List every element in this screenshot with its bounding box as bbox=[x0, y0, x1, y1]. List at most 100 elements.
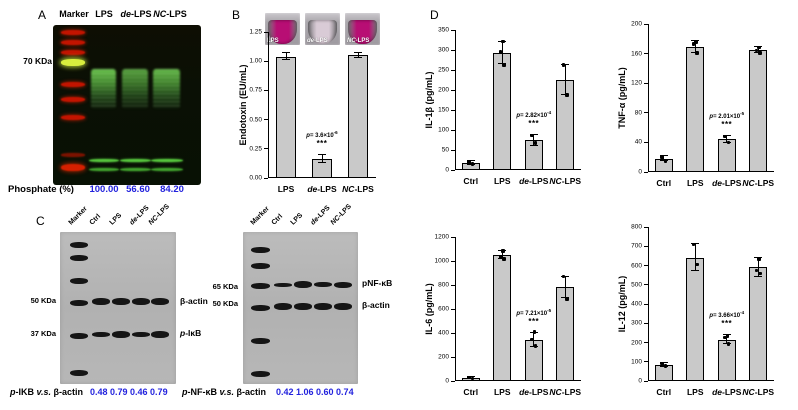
marker-weight-label: 70 KDa bbox=[23, 56, 52, 66]
data-point bbox=[532, 330, 536, 334]
protein-band bbox=[314, 282, 332, 287]
y-tick-label: 120 bbox=[631, 79, 642, 87]
kda-label: 50 KDa bbox=[212, 299, 238, 308]
chart-endotoxin: Endotoxin (EU/mL) 0.00 0.25 0.50 0.75 1.00 1.2… bbox=[230, 5, 396, 205]
data-point bbox=[501, 249, 505, 253]
data-point bbox=[723, 335, 727, 340]
p-value-annotation: p= 3.66×10-4 bbox=[709, 309, 745, 319]
annotation: p= 2.01×10-5 *** bbox=[709, 111, 744, 129]
data-point bbox=[565, 297, 569, 301]
marker-band bbox=[251, 371, 270, 377]
y-tick-label: 0.00 bbox=[249, 174, 262, 182]
y-tick-mark bbox=[264, 177, 268, 179]
data-point bbox=[561, 63, 565, 67]
lane-label: Marker bbox=[249, 205, 271, 227]
gel-band bbox=[120, 159, 151, 162]
tube-label: NC-LPS bbox=[347, 38, 370, 44]
y-tick-label: 0.25 bbox=[249, 145, 262, 153]
kda-label: 50 KDa bbox=[30, 296, 56, 305]
bar-group: p= 2.01×10-5 *** bbox=[709, 24, 744, 172]
y-tick-label: 200 bbox=[631, 20, 642, 28]
data-point bbox=[660, 155, 664, 159]
y-tick-mark bbox=[264, 119, 268, 121]
y-tick-mark bbox=[264, 148, 268, 150]
y-tick-label: 200 bbox=[631, 339, 642, 346]
y-tick-label: 0.75 bbox=[249, 86, 262, 94]
bar bbox=[749, 267, 768, 381]
significance-stars: *** bbox=[528, 119, 540, 129]
protein-band bbox=[112, 331, 130, 338]
data-point bbox=[754, 48, 758, 53]
plot-area bbox=[455, 237, 581, 381]
y-tick-label: 400 bbox=[631, 300, 642, 308]
panel-c-label: C bbox=[36, 214, 45, 228]
error-bar bbox=[533, 333, 535, 348]
marker-band-70kda bbox=[61, 59, 85, 66]
y-tick-mark bbox=[451, 332, 455, 334]
lps-smear bbox=[153, 69, 180, 109]
y-tick-mark bbox=[644, 322, 648, 324]
y-tick-mark bbox=[451, 149, 455, 151]
x-category-label: de-LPS bbox=[712, 178, 742, 188]
data-point bbox=[502, 63, 506, 67]
y-tick-label: 200 bbox=[438, 353, 449, 361]
protein-band bbox=[294, 303, 312, 310]
y-tick-label: 1000 bbox=[434, 257, 449, 265]
y-tick-label: 160 bbox=[631, 50, 642, 58]
x-category-label: NC-LPS bbox=[342, 184, 374, 194]
lane-label: Ctrl bbox=[270, 213, 285, 227]
marker-band bbox=[70, 255, 88, 261]
bar bbox=[556, 287, 575, 381]
tube-photo: de-LPS bbox=[305, 13, 340, 45]
data-point bbox=[694, 40, 698, 44]
y-tick-mark bbox=[451, 69, 455, 71]
data-point bbox=[467, 160, 471, 164]
panel-b-label: B bbox=[232, 8, 241, 22]
y-tick-mark bbox=[451, 109, 455, 111]
protein-band bbox=[274, 282, 292, 287]
bar-group bbox=[550, 30, 582, 170]
protein-band bbox=[314, 303, 332, 310]
y-tick-label: 600 bbox=[631, 262, 642, 269]
tube-liquid bbox=[308, 20, 337, 44]
phosphate-value: 84.20 bbox=[160, 184, 184, 195]
x-category-label: de-LPS bbox=[519, 176, 549, 186]
chart-il12: IL-12 (pg/mL) 0 100 200 300 400 500 600 700 800 Ct… bbox=[612, 210, 798, 410]
bar bbox=[493, 52, 512, 170]
lane-label: de-LPS bbox=[128, 204, 151, 227]
x-category-label: Ctrl bbox=[463, 176, 479, 186]
error-bar-cap bbox=[691, 270, 700, 272]
x-category-label: NC-LPS bbox=[549, 176, 582, 186]
gel-band bbox=[89, 168, 119, 171]
protein-label: β-actin bbox=[180, 296, 208, 306]
marker-band bbox=[70, 278, 88, 284]
y-tick-label: 700 bbox=[631, 242, 642, 250]
data-point bbox=[533, 344, 537, 348]
western-blot-ikb bbox=[60, 232, 176, 384]
error-bar bbox=[663, 156, 665, 161]
data-point bbox=[467, 375, 471, 380]
error-bar-cap bbox=[282, 52, 290, 54]
lane-label: NC-LPS bbox=[153, 9, 187, 19]
y-tick-mark bbox=[451, 49, 455, 51]
gel-band bbox=[151, 168, 183, 171]
data-point bbox=[470, 162, 474, 166]
error-bar bbox=[501, 41, 503, 64]
error-bar-cap bbox=[659, 155, 668, 157]
y-tick-label: 200 bbox=[438, 86, 449, 94]
lane-label: Marker bbox=[59, 9, 89, 19]
y-tick-label: 1200 bbox=[434, 233, 449, 241]
protein-band bbox=[274, 303, 292, 310]
y-tick-mark bbox=[644, 226, 648, 228]
significance-stars: *** bbox=[316, 139, 328, 149]
protein-band bbox=[294, 281, 312, 288]
y-tick-mark bbox=[451, 356, 455, 358]
x-category-label: NC-LPS bbox=[742, 387, 775, 397]
lane-label: Marker bbox=[67, 205, 89, 227]
lane-label: Ctrl bbox=[88, 213, 103, 227]
error-bar-cap bbox=[318, 154, 326, 156]
bar-group bbox=[487, 237, 519, 381]
error-bar bbox=[501, 250, 503, 260]
marker-band bbox=[251, 247, 270, 253]
y-tick-label: 300 bbox=[631, 319, 642, 327]
